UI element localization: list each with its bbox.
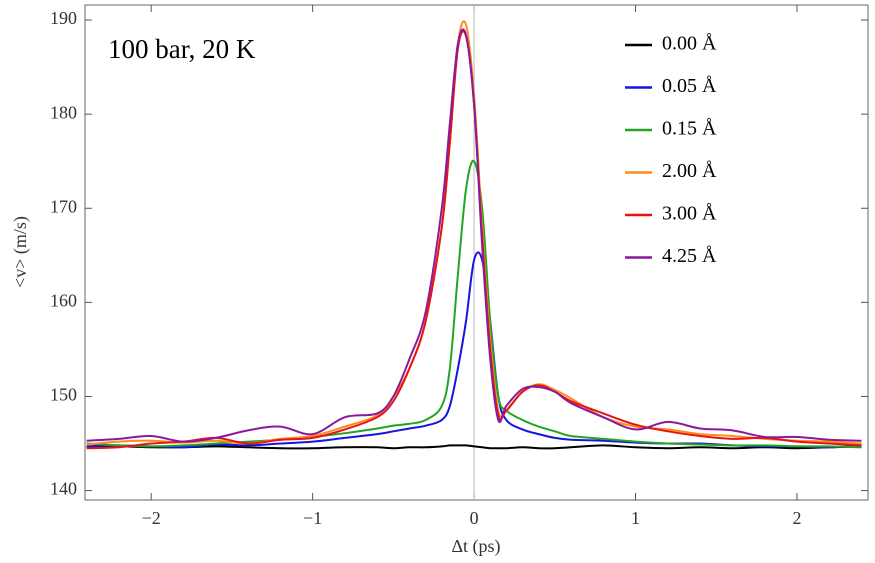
annotation: 100 bar, 20 K <box>108 34 256 64</box>
legend-label: 2.00 Å <box>662 160 717 182</box>
y-tick-label: 160 <box>50 291 77 311</box>
y-tick-label: 140 <box>50 479 77 499</box>
y-axis-label: <v> (m/s) <box>10 216 31 288</box>
legend-label: 0.15 Å <box>662 118 717 140</box>
legend-label: 3.00 Å <box>662 203 717 225</box>
line <box>86 444 862 450</box>
line <box>86 28 862 443</box>
x-tick-label: 0 <box>470 508 479 528</box>
y-tick-label: 150 <box>50 385 77 405</box>
y-tick-label: 170 <box>50 196 77 216</box>
x-axis-label: Δt (ps) <box>451 536 500 557</box>
legend-label: 0.00 Å <box>662 33 717 55</box>
y-tick-label: 180 <box>50 102 77 122</box>
y-tick-label: 190 <box>50 8 77 28</box>
x-tick-label: −2 <box>142 508 161 528</box>
x-tick-label: 2 <box>792 508 801 528</box>
x-tick-label: −1 <box>303 508 322 528</box>
legend-label: 0.05 Å <box>662 75 717 97</box>
plot-frame <box>84 4 869 501</box>
legend-label: 4.25 Å <box>662 245 717 267</box>
x-tick-label: 1 <box>631 508 640 528</box>
